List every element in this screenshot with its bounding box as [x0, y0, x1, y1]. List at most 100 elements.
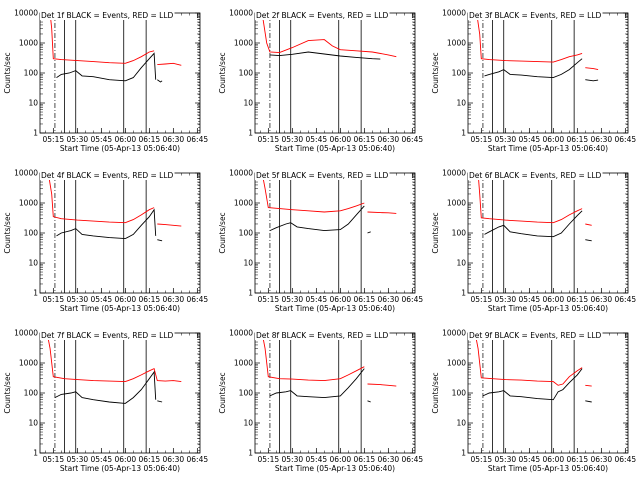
x-axis-label: Start Time (05-Apr-13 05:06:40) — [275, 464, 395, 473]
x-tick-label: 05:15 — [471, 135, 493, 144]
y-tick-label: 1 — [33, 449, 38, 458]
title-background — [468, 331, 603, 340]
x-tick-label: 06:00 — [115, 295, 137, 304]
x-tick-label: 05:45 — [519, 135, 541, 144]
x-tick-label: 06:45 — [187, 135, 209, 144]
y-tick-label: 10000 — [442, 169, 466, 178]
y-tick-label: 100 — [239, 69, 254, 78]
x-axis-label: Start Time (05-Apr-13 05:06:40) — [275, 144, 395, 153]
y-tick-label: 10000 — [14, 9, 38, 18]
series-events — [157, 79, 163, 83]
y-tick-label: 10 — [28, 259, 38, 268]
y-tick-label: 100 — [24, 389, 39, 398]
x-tick-label: 06:30 — [591, 295, 613, 304]
x-tick-label: 05:30 — [282, 295, 304, 304]
y-tick-label: 10000 — [229, 9, 253, 18]
title-background — [255, 11, 390, 20]
x-tick-label: 06:15 — [139, 295, 161, 304]
title-background — [255, 171, 390, 180]
x-tick-label: 06:00 — [543, 295, 565, 304]
series-lld — [255, 13, 397, 58]
y-axis-label: Counts/sec — [218, 372, 227, 413]
plot-frame — [467, 12, 629, 134]
series-events — [367, 231, 371, 234]
series-events — [269, 368, 365, 399]
y-tick-label: 1000 — [447, 359, 466, 368]
series-events — [585, 239, 592, 242]
x-tick-label: 06:00 — [330, 295, 352, 304]
y-tick-label: 10 — [456, 419, 466, 428]
y-tick-label: 10000 — [14, 329, 38, 338]
panel-title: Det 3f BLACK = Events, RED = LLD — [469, 11, 602, 20]
y-axis-label: Counts/sec — [431, 52, 440, 93]
x-tick-label: 05:30 — [282, 135, 304, 144]
x-tick-label: 05:30 — [495, 455, 517, 464]
x-tick-label: 05:15 — [43, 295, 65, 304]
plot-frame — [254, 12, 416, 134]
series-events — [56, 52, 157, 82]
series-events — [367, 400, 371, 403]
series-events — [56, 208, 157, 240]
y-tick-label: 1 — [33, 129, 38, 138]
x-tick-label: 06:30 — [591, 455, 613, 464]
x-tick-label: 06:30 — [163, 295, 185, 304]
x-tick-label: 06:30 — [163, 455, 185, 464]
series-lld — [157, 223, 182, 227]
x-tick-label: 05:15 — [43, 455, 65, 464]
y-tick-label: 100 — [239, 229, 254, 238]
y-tick-label: 1 — [248, 449, 253, 458]
y-axis-label: Counts/sec — [3, 52, 12, 93]
x-axis-label: Start Time (05-Apr-13 05:06:40) — [60, 144, 180, 153]
panel-title: Det 1f BLACK = Events, RED = LLD — [41, 11, 174, 20]
panel-det-8: 1 10 100 1000 10000 05:15 05:30 05:45 06:00 06:15… — [218, 329, 423, 474]
y-tick-label: 100 — [452, 389, 467, 398]
x-tick-label: 06:30 — [163, 135, 185, 144]
panel-det-4: 1 10 100 1000 10000 05:15 05:30 05:45 06:00 06:15… — [3, 169, 208, 314]
y-tick-label: 1000 — [447, 199, 466, 208]
series-events — [157, 239, 163, 242]
x-tick-label: 05:15 — [471, 295, 493, 304]
panel-det-5: 1 10 100 1000 10000 05:15 05:30 05:45 06:00 06:15… — [218, 169, 423, 314]
x-tick-label: 06:45 — [615, 295, 637, 304]
x-tick-label: 06:30 — [378, 295, 400, 304]
title-background — [468, 11, 603, 20]
x-tick-label: 06:15 — [354, 295, 376, 304]
x-tick-label: 05:30 — [282, 455, 304, 464]
series-events — [585, 79, 599, 82]
x-tick-label: 06:00 — [115, 455, 137, 464]
y-tick-label: 1 — [248, 129, 253, 138]
x-tick-label: 05:15 — [43, 135, 65, 144]
x-tick-label: 05:30 — [495, 135, 517, 144]
y-tick-label: 100 — [24, 69, 39, 78]
y-tick-label: 10 — [456, 99, 466, 108]
panel-title: Det 9f BLACK = Events, RED = LLD — [469, 331, 602, 340]
plot-frame — [467, 172, 629, 294]
x-axis-label: Start Time (05-Apr-13 05:06:40) — [488, 144, 608, 153]
y-axis-label: Counts/sec — [3, 212, 12, 253]
x-axis-label: Start Time (05-Apr-13 05:06:40) — [488, 464, 608, 473]
y-tick-label: 10 — [243, 419, 253, 428]
x-tick-label: 05:15 — [258, 295, 280, 304]
series-events — [157, 400, 163, 403]
x-tick-label: 05:45 — [519, 295, 541, 304]
x-axis-label: Start Time (05-Apr-13 05:06:40) — [60, 304, 180, 313]
y-tick-label: 10 — [243, 259, 253, 268]
y-tick-label: 10000 — [442, 329, 466, 338]
y-tick-label: 10 — [456, 259, 466, 268]
panel-title: Det 4f BLACK = Events, RED = LLD — [41, 171, 174, 180]
y-tick-label: 1000 — [234, 39, 253, 48]
plot-frame — [39, 12, 201, 134]
x-tick-label: 06:00 — [330, 135, 352, 144]
x-tick-label: 05:15 — [258, 455, 280, 464]
y-tick-label: 1000 — [447, 39, 466, 48]
x-tick-label: 05:45 — [306, 455, 328, 464]
series-events — [269, 51, 381, 60]
panel-title: Det 2f BLACK = Events, RED = LLD — [256, 11, 389, 20]
plot-frame — [39, 332, 201, 454]
x-tick-label: 05:15 — [258, 135, 280, 144]
title-background — [255, 331, 390, 340]
panel-det-7: 1 10 100 1000 10000 05:15 05:30 05:45 06:00 06:15… — [3, 329, 208, 474]
series-lld — [157, 62, 182, 66]
x-axis-label: Start Time (05-Apr-13 05:06:40) — [60, 464, 180, 473]
y-axis-label: Counts/sec — [218, 212, 227, 253]
